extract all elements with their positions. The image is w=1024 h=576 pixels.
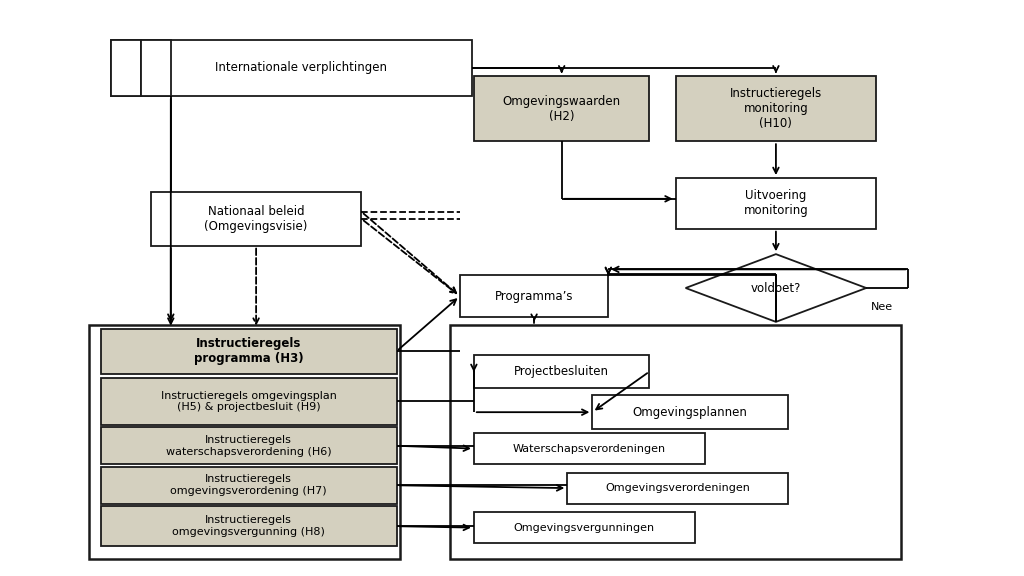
- Text: Nationaal beleid
(Omgevingsvisie): Nationaal beleid (Omgevingsvisie): [205, 205, 308, 233]
- FancyBboxPatch shape: [100, 506, 396, 546]
- FancyBboxPatch shape: [111, 40, 140, 96]
- FancyBboxPatch shape: [460, 275, 608, 317]
- Text: Omgevingsvergunningen: Omgevingsvergunningen: [514, 522, 654, 533]
- Text: voldoet?: voldoet?: [751, 282, 801, 294]
- Text: Instructieregels
programma (H3): Instructieregels programma (H3): [194, 337, 303, 365]
- FancyBboxPatch shape: [100, 378, 396, 425]
- FancyBboxPatch shape: [111, 40, 472, 96]
- FancyBboxPatch shape: [88, 325, 399, 559]
- FancyBboxPatch shape: [151, 192, 361, 246]
- Text: Uitvoering
monitoring: Uitvoering monitoring: [743, 190, 808, 217]
- FancyBboxPatch shape: [140, 40, 171, 96]
- FancyBboxPatch shape: [100, 427, 396, 464]
- Text: Omgevingswaarden
(H2): Omgevingswaarden (H2): [503, 95, 621, 123]
- Text: Nee: Nee: [871, 302, 893, 312]
- FancyBboxPatch shape: [100, 467, 396, 503]
- Text: Instructieregels
monitoring
(H10): Instructieregels monitoring (H10): [730, 88, 822, 130]
- FancyBboxPatch shape: [592, 395, 788, 429]
- FancyBboxPatch shape: [567, 472, 788, 503]
- FancyBboxPatch shape: [474, 433, 705, 464]
- FancyBboxPatch shape: [474, 512, 694, 543]
- FancyBboxPatch shape: [676, 178, 877, 229]
- Polygon shape: [686, 254, 866, 322]
- Text: Instructieregels
waterschapsverordening (H6): Instructieregels waterschapsverordening …: [166, 435, 332, 457]
- Text: Omgevingsverordeningen: Omgevingsverordeningen: [605, 483, 750, 493]
- Text: Projectbesluiten: Projectbesluiten: [514, 365, 609, 378]
- Text: Instructieregels
omgevingsvergunning (H8): Instructieregels omgevingsvergunning (H8…: [172, 516, 325, 537]
- FancyBboxPatch shape: [450, 325, 901, 559]
- Text: Instructieregels omgevingsplan
(H5) & projectbesluit (H9): Instructieregels omgevingsplan (H5) & pr…: [161, 391, 337, 412]
- Text: Internationale verplichtingen: Internationale verplichtingen: [215, 62, 387, 74]
- FancyBboxPatch shape: [474, 77, 649, 141]
- FancyBboxPatch shape: [676, 77, 877, 141]
- Text: Programma’s: Programma’s: [495, 290, 573, 302]
- FancyBboxPatch shape: [474, 355, 649, 388]
- Text: Waterschapsverordeningen: Waterschapsverordeningen: [513, 444, 666, 453]
- Text: Omgevingsplannen: Omgevingsplannen: [633, 406, 748, 419]
- Text: Instructieregels
omgevingsverordening (H7): Instructieregels omgevingsverordening (H…: [170, 475, 327, 496]
- FancyBboxPatch shape: [100, 329, 396, 374]
